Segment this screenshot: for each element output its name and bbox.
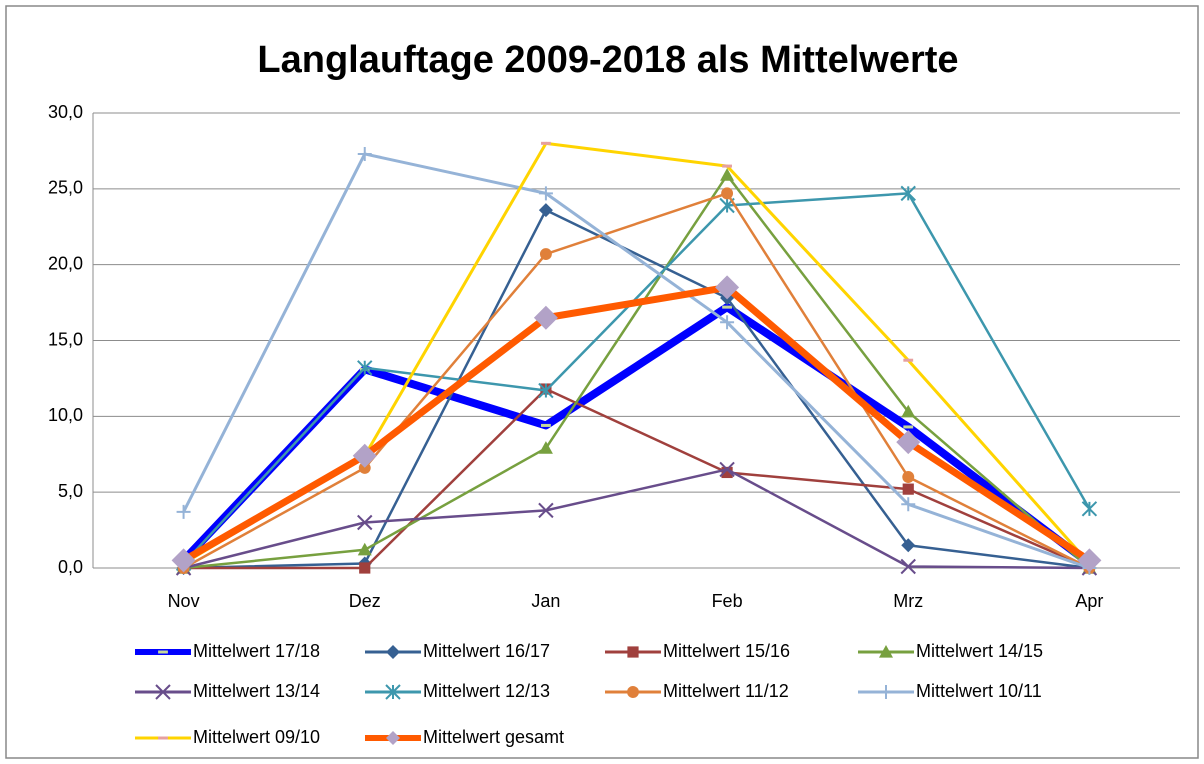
- legend-item: Mittelwert 10/11: [858, 681, 1042, 701]
- legend-label: Mittelwert 16/17: [423, 641, 550, 661]
- y-tick-label: 10,0: [48, 405, 83, 425]
- y-tick-label: 30,0: [48, 102, 83, 122]
- series-line: [181, 283, 1092, 564]
- y-tick-label: 5,0: [58, 481, 83, 501]
- marker: [901, 538, 916, 553]
- series-line: [183, 208, 1090, 570]
- y-tick-label: 25,0: [48, 178, 83, 198]
- marker: [538, 186, 553, 201]
- series-line: [182, 192, 1091, 565]
- marker: [155, 684, 171, 700]
- marker: [879, 685, 893, 699]
- y-tick-label: 15,0: [48, 329, 83, 349]
- legend-item: Mittelwert 12/13: [365, 681, 550, 701]
- legend-item: Mittelwert 09/10: [135, 727, 320, 747]
- marker: [385, 684, 401, 700]
- marker: [541, 141, 551, 145]
- marker: [721, 466, 733, 479]
- chart-title: Langlauftage 2009-2018 als Mittelwerte: [257, 39, 958, 81]
- marker: [158, 736, 168, 740]
- legend-item: Mittelwert 15/16: [605, 641, 790, 661]
- marker: [538, 382, 554, 399]
- marker: [903, 425, 914, 429]
- marker: [386, 645, 400, 659]
- marker: [538, 441, 553, 454]
- marker: [357, 360, 373, 376]
- marker: [879, 645, 893, 658]
- marker: [1077, 548, 1102, 573]
- legend-label: Mittelwert 12/13: [423, 681, 550, 701]
- legend-item: Mittelwert gesamt: [365, 727, 564, 747]
- marker: [901, 404, 916, 418]
- marker: [538, 502, 554, 519]
- chart-frame: [5, 5, 1199, 759]
- marker: [720, 315, 735, 330]
- x-tick-label: Nov: [168, 591, 200, 611]
- marker: [359, 562, 371, 574]
- legend-label: Mittelwert 14/15: [916, 641, 1043, 661]
- marker: [722, 164, 732, 168]
- legend-item: Mittelwert 17/18: [135, 641, 320, 661]
- marker: [901, 497, 916, 512]
- marker: [533, 305, 558, 330]
- marker: [541, 423, 551, 427]
- marker: [896, 430, 921, 455]
- legend-item: Mittelwert 14/15: [858, 641, 1043, 661]
- series-line: [182, 192, 1090, 570]
- marker: [719, 461, 735, 478]
- marker: [1081, 501, 1098, 517]
- series: [171, 275, 1102, 573]
- marker: [903, 358, 914, 362]
- marker: [176, 504, 191, 519]
- x-tick-label: Dez: [349, 591, 381, 611]
- marker: [721, 187, 734, 200]
- marker: [358, 461, 371, 474]
- legend-label: Mittelwert 13/14: [193, 681, 320, 701]
- legend-label: Mittelwert 09/10: [193, 727, 320, 747]
- x-tick-label: Mrz: [893, 591, 923, 611]
- marker: [357, 514, 373, 531]
- legend-label: Mittelwert 15/16: [663, 641, 790, 661]
- marker: [902, 483, 914, 495]
- series-line: [183, 468, 1090, 570]
- marker: [357, 146, 372, 161]
- series-line: [183, 173, 1091, 570]
- series-line: [183, 387, 1090, 570]
- y-tick-label: 20,0: [48, 253, 83, 273]
- x-tick-label: Feb: [712, 591, 743, 611]
- marker: [357, 542, 372, 556]
- legend-item: Mittelwert 13/14: [135, 681, 320, 701]
- marker: [715, 275, 740, 300]
- legend-item: Mittelwert 11/12: [605, 681, 789, 701]
- marker: [627, 686, 639, 698]
- legend-label: Mittelwert 10/11: [916, 681, 1042, 701]
- marker: [902, 471, 915, 483]
- series-line: [182, 152, 1090, 570]
- y-tick-label: 0,0: [58, 557, 83, 577]
- marker: [627, 646, 639, 658]
- legend-item: Mittelwert 16/17: [365, 641, 550, 661]
- marker: [900, 558, 916, 575]
- series: [175, 185, 1098, 572]
- marker: [900, 185, 916, 202]
- marker: [539, 248, 552, 260]
- marker: [722, 305, 732, 309]
- marker: [720, 168, 735, 181]
- marker: [538, 203, 553, 218]
- x-tick-label: Jan: [531, 591, 560, 611]
- marker: [158, 650, 168, 654]
- legend-label: Mittelwert 11/12: [663, 681, 789, 701]
- marker: [352, 443, 377, 468]
- marker: [386, 731, 400, 745]
- x-tick-label: Apr: [1075, 591, 1103, 611]
- legend-label: Mittelwert 17/18: [193, 641, 320, 661]
- legend-label: Mittelwert gesamt: [423, 727, 564, 747]
- marker: [171, 548, 196, 573]
